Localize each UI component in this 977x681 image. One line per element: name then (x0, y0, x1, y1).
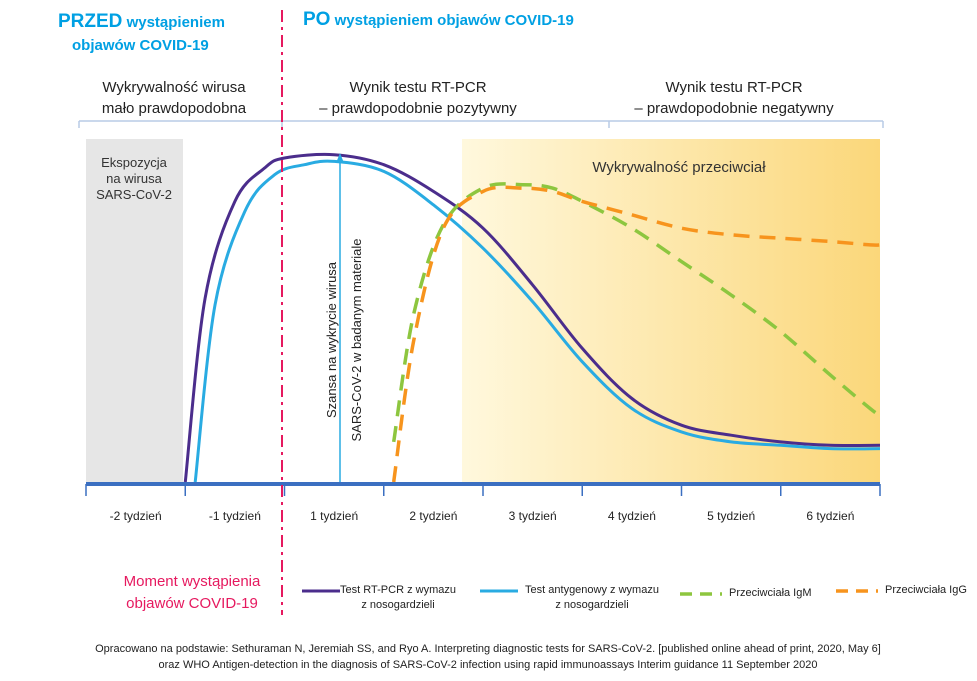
x-tick-label: 4 tydzień (608, 509, 656, 523)
series-antigen-line (193, 159, 881, 483)
footer-line2: oraz WHO Antigen-detection in the diagno… (159, 659, 818, 671)
legend-rtpcr-1: Test RT-PCR z wymazu (340, 584, 456, 596)
phase-label-positive-2: – prawdopodobnie pozytywny (319, 100, 517, 117)
arrow-label-2: SARS-CoV-2 w badanym materiale (349, 238, 364, 441)
onset-label-2: objawów COVID-19 (126, 595, 258, 612)
before-header-line1: PRZED wystąpieniem (58, 11, 225, 32)
series-igg-line (391, 185, 881, 483)
x-tick-labels: -2 tydzień -1 tydzień 1 tydzień 2 tydzień 3 … (110, 509, 855, 523)
phase-label-before-2: mało prawdopodobna (102, 100, 247, 117)
legend-rtpcr-2: z nosogardzieli (361, 599, 434, 611)
x-tick-label: -2 tydzień (110, 509, 162, 523)
footer-line1: Opracowano na podstawie: Sethuraman N, J… (95, 643, 881, 655)
before-header-line2: objawów COVID-19 (72, 37, 209, 54)
x-tick-label: 6 tydzień (806, 509, 854, 523)
detection-arrow (336, 153, 344, 482)
x-tick-label: 3 tydzień (509, 509, 557, 523)
legend-igm: Przeciwciała IgM (729, 587, 812, 599)
series-rtpcr-line (183, 152, 881, 483)
series-layer (183, 152, 881, 483)
x-tick-label: -1 tydzień (209, 509, 261, 523)
legend-antigen-1: Test antygenowy z wymazu (525, 584, 659, 596)
x-ticks (85, 484, 881, 496)
exposure-label-1: Ekspozycja (101, 155, 168, 170)
exposure-label-3: SARS-CoV-2 (96, 187, 172, 202)
arrow-label-1: Szansa na wykrycie wirusa (324, 261, 339, 418)
after-header: PO wystąpieniem objawów COVID-19 (303, 9, 574, 30)
legend-igg: Przeciwciała IgG (885, 584, 967, 596)
exposure-label-2: na wirusa (106, 171, 162, 186)
antibody-label: Wykrywalność przeciwciał (592, 159, 766, 176)
phase-label-negative-2: – prawdopodobnie negatywny (634, 100, 834, 117)
phase-label-before-1: Wykrywalność wirusa (102, 79, 246, 96)
x-tick-label: 5 tydzień (707, 509, 755, 523)
exposure-region (86, 139, 183, 482)
onset-label-1: Moment wystąpienia (124, 573, 261, 590)
phase-brackets (78, 120, 884, 128)
x-tick-label: 2 tydzień (409, 509, 457, 523)
x-tick-label: 1 tydzień (310, 509, 358, 523)
phase-label-positive-1: Wynik testu RT-PCR (349, 79, 486, 96)
phase-label-negative-1: Wynik testu RT-PCR (665, 79, 802, 96)
antibody-region (462, 139, 880, 482)
legend: Test RT-PCR z wymazu z nosogardzieli Tes… (302, 584, 967, 611)
legend-antigen-2: z nosogardzieli (555, 599, 628, 611)
